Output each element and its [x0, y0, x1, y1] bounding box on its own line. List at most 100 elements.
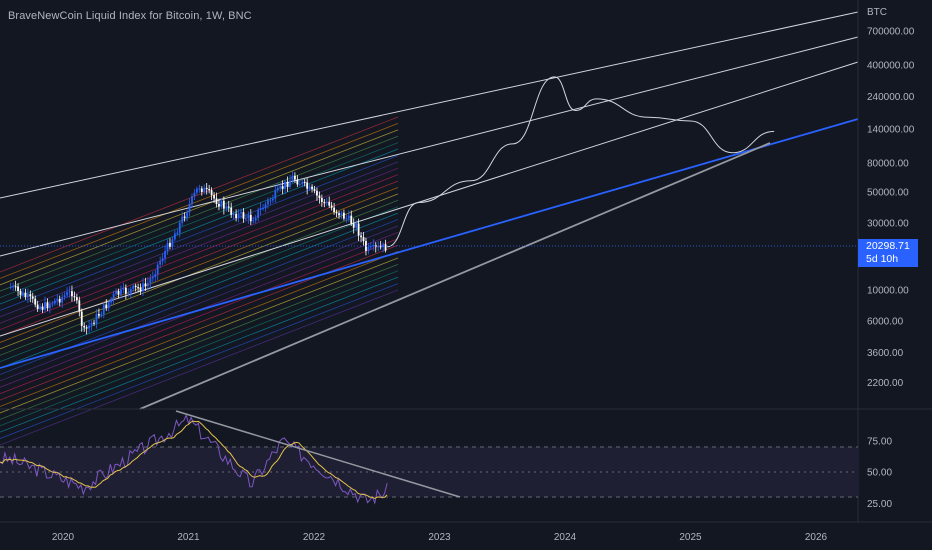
candle-body	[230, 207, 233, 215]
candle-body	[161, 258, 164, 262]
candle-body	[237, 213, 240, 219]
rsi-moving-average	[0, 420, 388, 500]
candle-body	[289, 180, 291, 187]
candle-body	[127, 292, 130, 294]
candle-body	[232, 213, 235, 215]
price-tick-label: 700000.00	[867, 27, 915, 38]
fan-line	[0, 199, 399, 356]
candle-body	[323, 201, 326, 203]
candle-body	[284, 181, 287, 189]
candle-body	[186, 212, 189, 218]
candle-body	[257, 209, 260, 219]
candle-body	[215, 198, 218, 205]
candle-body	[313, 189, 316, 191]
candle-body	[171, 239, 174, 247]
candle-body	[85, 327, 88, 329]
fan-line	[0, 270, 399, 427]
candle-body	[147, 283, 149, 287]
fan-line	[0, 193, 399, 350]
candle-body	[71, 291, 73, 297]
rsi-trend-line	[175, 410, 461, 498]
candle-body	[149, 278, 152, 284]
candle-body	[279, 186, 282, 188]
candle-body	[330, 205, 333, 208]
time-axis-label: 2022	[303, 532, 326, 543]
candle-body	[75, 297, 78, 301]
candle-body	[218, 204, 220, 207]
fan-line	[0, 251, 399, 407]
candle-body	[115, 290, 117, 295]
candle-body	[269, 200, 272, 202]
candle-body	[222, 200, 225, 209]
long-term-trend-line	[139, 142, 771, 410]
price-tick-label: 3600.00	[867, 348, 904, 359]
candle-body	[142, 283, 144, 292]
candle-body	[379, 246, 382, 248]
candle-body	[362, 237, 365, 242]
fan-line	[0, 289, 399, 446]
candle-body	[14, 286, 17, 288]
candle-body	[36, 304, 39, 310]
fan-line	[0, 225, 399, 382]
candle-body	[333, 207, 336, 212]
candle-body	[166, 242, 169, 251]
candle-body	[120, 289, 122, 295]
candle-body	[156, 264, 159, 275]
candle-body	[137, 287, 140, 289]
candle-body	[29, 294, 32, 297]
candle-body	[117, 290, 120, 295]
candle-body	[308, 186, 311, 189]
candle-body	[63, 295, 66, 298]
candle-body	[188, 203, 191, 213]
price-tick-label: 240000.00	[867, 92, 915, 103]
candle-body	[298, 183, 301, 185]
candle-body	[176, 232, 179, 234]
candle-body	[83, 325, 86, 328]
candle-body	[196, 188, 198, 193]
candle-body	[90, 322, 93, 326]
candle-body	[122, 287, 125, 290]
candle-body	[46, 302, 49, 309]
fan-line	[0, 123, 399, 279]
candle-body	[129, 288, 132, 293]
rsi-level-lines	[0, 446, 858, 498]
fan-line	[0, 148, 399, 305]
fan-line	[0, 129, 399, 286]
candle-body	[164, 250, 166, 259]
candle-body	[372, 245, 375, 247]
candle-body	[139, 287, 142, 292]
candle-body	[205, 187, 208, 190]
candle-body	[200, 188, 203, 193]
candle-body	[19, 291, 22, 295]
fan-line	[0, 135, 399, 292]
candle-body	[274, 190, 277, 199]
price-tick-label: 400000.00	[867, 61, 915, 72]
candle-body	[249, 214, 252, 222]
candle-body	[267, 200, 269, 205]
candle-body	[51, 303, 54, 305]
fan-line	[0, 276, 399, 433]
price-tick-label: 30000.00	[867, 219, 909, 230]
candle-body	[369, 246, 372, 248]
price-tick-label: 6000.00	[867, 317, 904, 328]
candle-body	[24, 292, 27, 298]
candle-body	[80, 311, 83, 326]
projection-path	[387, 76, 775, 248]
candle-body	[110, 299, 113, 303]
candle-body	[183, 216, 186, 218]
candle-body	[345, 218, 348, 220]
candle-body	[154, 274, 157, 277]
price-tick-label: 10000.00	[867, 286, 909, 297]
fan-line	[0, 238, 399, 395]
candle-body	[34, 298, 37, 305]
candle-body	[276, 187, 279, 191]
candlestick-series	[9, 171, 387, 335]
candle-body	[382, 244, 385, 248]
time-axis-label: 2026	[805, 532, 828, 543]
fan-line	[0, 257, 399, 414]
channel-line	[0, 36, 859, 257]
trend-lines	[0, 11, 859, 410]
time-axis-label: 2024	[554, 532, 577, 543]
price-axis-currency: BTC	[867, 7, 887, 18]
